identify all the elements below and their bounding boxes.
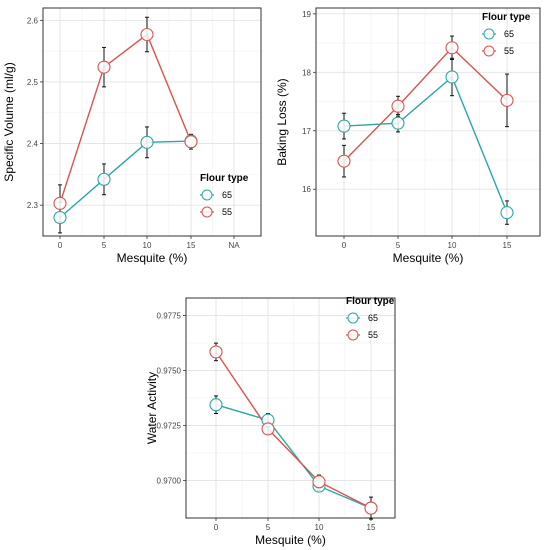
data-point-55 (337, 154, 351, 168)
data-point-55 (391, 99, 405, 113)
data-point-55 (312, 475, 326, 489)
y-axis-title: Specific Volume (ml/g) (2, 62, 16, 181)
y-tick-label: 17 (302, 127, 311, 136)
y-tick-label: 0.9750 (157, 367, 182, 376)
data-point-55 (140, 27, 154, 42)
data-point-65 (391, 116, 405, 130)
legend-entry-label: 65 (504, 29, 514, 39)
y-tick-label: 18 (302, 68, 311, 77)
legend-title: Flour type (346, 296, 395, 307)
x-tick-label: 15 (367, 523, 376, 532)
legend-title: Flour type (482, 12, 531, 23)
x-axis-title: Mesquite (%) (393, 251, 464, 265)
data-point-55 (184, 135, 198, 149)
y-axis-title: Baking Loss (%) (275, 78, 289, 165)
plot-background (316, 8, 540, 236)
data-point-55 (445, 41, 459, 55)
series-line-65 (215, 404, 372, 509)
plot-background (43, 8, 261, 236)
x-tick-label: 5 (102, 241, 107, 250)
y-tick-label: 0.9775 (157, 312, 182, 321)
y-tick-label: 0.9725 (157, 422, 182, 431)
legend-key-marker (347, 329, 359, 341)
legend-entry-label: 55 (368, 330, 378, 340)
series-line-65 (59, 140, 192, 219)
x-tick-label: 5 (266, 523, 271, 532)
series-line-55 (343, 46, 508, 162)
data-point-55 (209, 345, 223, 359)
x-tick-label: 5 (396, 241, 401, 250)
y-tick-label: 2.4 (27, 140, 39, 149)
y-tick-label: 19 (302, 10, 311, 19)
data-point-65 (209, 398, 223, 412)
y-tick-label: 2.3 (27, 201, 39, 210)
y-tick-label: 16 (302, 185, 311, 194)
legend-key-marker (483, 45, 495, 57)
legend-title: Flour type (200, 173, 249, 184)
legend-key-marker (347, 312, 359, 324)
data-point-65 (445, 70, 459, 84)
x-tick-label: 0 (58, 241, 63, 250)
legend-entry-label: 65 (368, 313, 378, 323)
y-tick-label: 2.5 (27, 78, 39, 87)
data-point-65 (500, 206, 514, 220)
data-point-55 (53, 196, 67, 210)
data-point-55 (97, 60, 111, 74)
chart-panel-3: 0.9700 0.9725 0.9750 0.9775 0 5 10 15 Mesquite (… (145, 296, 396, 547)
data-point-65 (53, 210, 67, 225)
legend: Flour type 65 55 (482, 12, 531, 57)
x-tick-label: 15 (503, 241, 512, 250)
y-tick-label: 2.6 (27, 16, 39, 25)
data-point-65 (140, 135, 154, 149)
x-tick-label: 0 (342, 241, 347, 250)
x-tick-label: 10 (315, 523, 324, 532)
plot-frame (42, 7, 262, 237)
data-point-55 (261, 422, 275, 436)
legend: Flour type 65 55 (200, 173, 249, 218)
series-line-55 (215, 351, 372, 509)
x-tick-label: NA (228, 241, 240, 250)
legend: Flour type 65 55 (346, 296, 395, 341)
data-point-65 (337, 119, 351, 133)
series-line-55 (59, 33, 192, 204)
plot-frame (185, 297, 396, 519)
legend-key-marker (201, 206, 213, 218)
legend-entry-label: 55 (222, 207, 232, 217)
series-line-65 (343, 75, 508, 213)
legend-key-marker (201, 189, 213, 201)
legend-entry-label: 65 (222, 190, 232, 200)
y-tick-label: 0.9700 (157, 477, 182, 486)
data-point-55 (500, 93, 514, 107)
chart-panel-1: 2.3 2.4 2.5 2.6 0 5 10 15 NA Mesquite (%) Specific… (2, 7, 262, 265)
x-tick-label: 10 (143, 241, 152, 250)
data-point-65 (97, 172, 111, 186)
x-axis-title: Mesquite (%) (255, 533, 326, 547)
x-tick-label: 10 (448, 241, 457, 250)
plot-frame (315, 7, 541, 237)
x-axis-title: Mesquite (%) (117, 251, 188, 265)
y-axis-title: Water Activity (145, 372, 159, 444)
chart-panel-2: 16 17 18 19 0 5 10 15 Mesquite (%) Baking Loss (%… (275, 7, 541, 265)
x-tick-label: 15 (187, 241, 196, 250)
legend-key-marker (483, 28, 495, 40)
x-tick-label: 0 (214, 523, 219, 532)
legend-entry-label: 55 (504, 46, 514, 56)
data-point-55 (364, 501, 378, 515)
